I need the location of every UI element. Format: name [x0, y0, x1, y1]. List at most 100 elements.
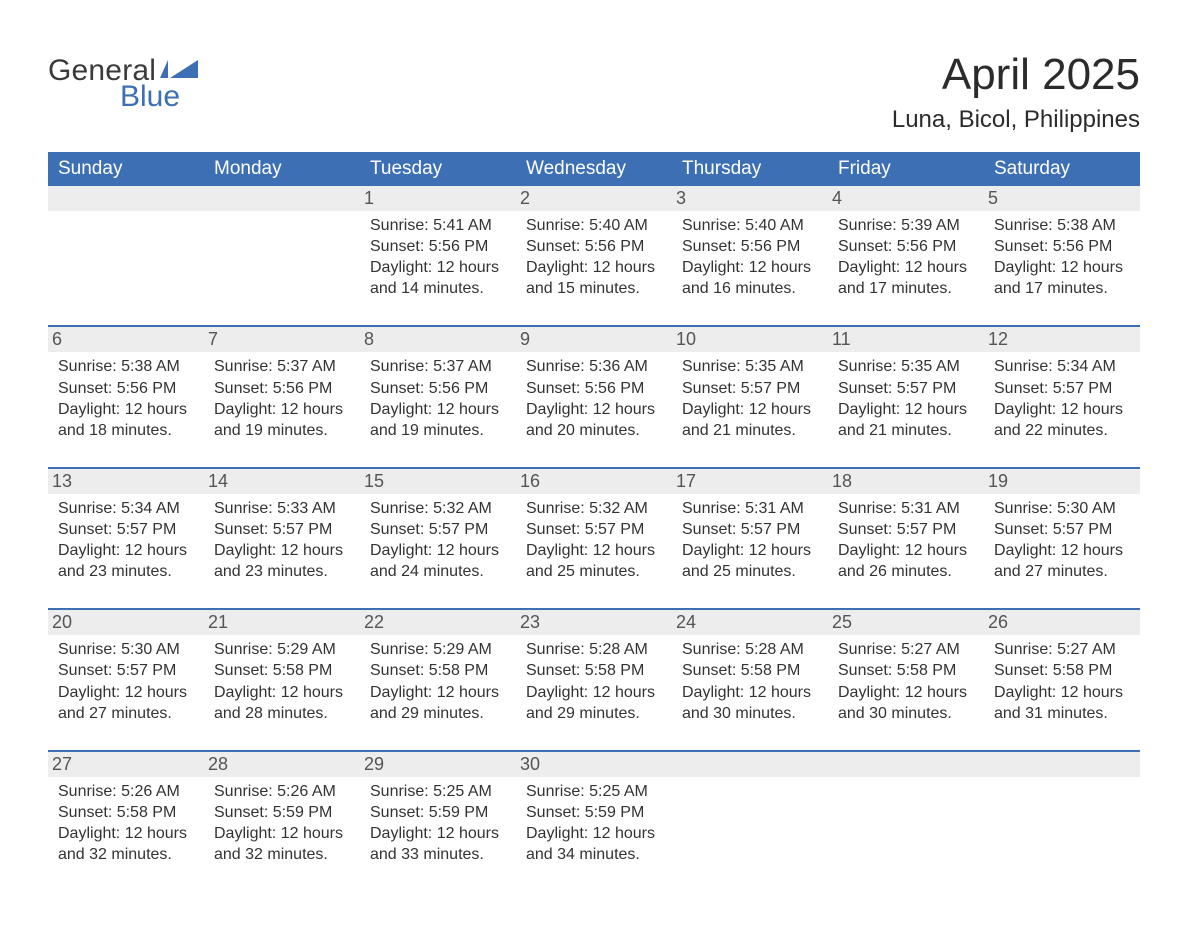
day-sunset: Sunset: 5:57 PM: [370, 519, 506, 540]
day-daylight2: and 18 minutes.: [58, 420, 194, 441]
calendar-cell: [672, 751, 828, 891]
calendar-cell: 27Sunrise: 5:26 AMSunset: 5:58 PMDayligh…: [48, 751, 204, 891]
day-sunrise: Sunrise: 5:34 AM: [994, 356, 1130, 377]
day-details: Sunrise: 5:27 AMSunset: 5:58 PMDaylight:…: [838, 639, 974, 723]
calendar-cell: [48, 186, 204, 326]
calendar-cell: 23 Sunrise: 5:28 AMSunset: 5:58 PMDayligh…: [516, 609, 672, 750]
day-daylight2: and 26 minutes.: [838, 561, 974, 582]
day-daylight2: and 32 minutes.: [214, 844, 350, 865]
calendar-cell: 20 Sunrise: 5:30 AMSunset: 5:57 PMDayligh…: [48, 609, 204, 750]
day-sunrise: Sunrise: 5:38 AM: [994, 215, 1130, 236]
day-number: 29: [360, 752, 516, 777]
calendar-cell: 24 Sunrise: 5:28 AMSunset: 5:58 PMDayligh…: [672, 609, 828, 750]
day-details: Sunrise: 5:28 AMSunset: 5:58 PMDaylight:…: [526, 639, 662, 723]
day-sunset: Sunset: 5:57 PM: [838, 519, 974, 540]
day-daylight2: and 30 minutes.: [838, 703, 974, 724]
calendar-cell: 12Sunrise: 5:34 AMSunset: 5:57 PMDayligh…: [984, 326, 1140, 467]
day-daylight1: Daylight: 12 hours: [526, 682, 662, 703]
day-details: Sunrise: 5:33 AMSunset: 5:57 PMDaylight:…: [214, 498, 350, 582]
calendar-week: 20 Sunrise: 5:30 AMSunset: 5:57 PMDayligh…: [48, 609, 1140, 750]
day-daylight1: Daylight: 12 hours: [370, 257, 506, 278]
calendar-cell: 16Sunrise: 5:32 AMSunset: 5:57 PMDayligh…: [516, 468, 672, 609]
calendar-table: Sunday Monday Tuesday Wednesday Thursday…: [48, 152, 1140, 891]
day-sunset: Sunset: 5:57 PM: [682, 519, 818, 540]
day-sunrise: Sunrise: 5:29 AM: [214, 639, 350, 660]
day-daylight1: Daylight: 12 hours: [682, 682, 818, 703]
day-details: Sunrise: 5:32 AMSunset: 5:57 PMDaylight:…: [370, 498, 506, 582]
day-number: 6: [48, 327, 204, 352]
day-sunrise: Sunrise: 5:27 AM: [838, 639, 974, 660]
day-number: 20: [48, 610, 204, 635]
day-daylight1: Daylight: 12 hours: [370, 682, 506, 703]
day-number: [984, 752, 1140, 777]
day-details: Sunrise: 5:25 AMSunset: 5:59 PMDaylight:…: [526, 781, 662, 865]
calendar-cell: 19Sunrise: 5:30 AMSunset: 5:57 PMDayligh…: [984, 468, 1140, 609]
day-sunset: Sunset: 5:57 PM: [994, 519, 1130, 540]
day-sunrise: Sunrise: 5:35 AM: [682, 356, 818, 377]
dow-saturday: Saturday: [984, 152, 1140, 186]
day-daylight1: Daylight: 12 hours: [526, 399, 662, 420]
day-sunset: Sunset: 5:56 PM: [370, 236, 506, 257]
day-sunset: Sunset: 5:57 PM: [838, 378, 974, 399]
day-sunrise: Sunrise: 5:25 AM: [526, 781, 662, 802]
calendar-week: 27Sunrise: 5:26 AMSunset: 5:58 PMDayligh…: [48, 751, 1140, 891]
day-daylight2: and 29 minutes.: [370, 703, 506, 724]
calendar-cell: 8Sunrise: 5:37 AMSunset: 5:56 PMDaylight…: [360, 326, 516, 467]
day-sunrise: Sunrise: 5:25 AM: [370, 781, 506, 802]
calendar-cell: 18Sunrise: 5:31 AMSunset: 5:57 PMDayligh…: [828, 468, 984, 609]
day-number: 28: [204, 752, 360, 777]
day-daylight2: and 21 minutes.: [682, 420, 818, 441]
day-number: 22: [360, 610, 516, 635]
day-number: 25: [828, 610, 984, 635]
day-sunrise: Sunrise: 5:36 AM: [526, 356, 662, 377]
day-number: 24: [672, 610, 828, 635]
day-daylight2: and 24 minutes.: [370, 561, 506, 582]
day-details: Sunrise: 5:30 AMSunset: 5:57 PMDaylight:…: [58, 639, 194, 723]
day-details: Sunrise: 5:38 AMSunset: 5:56 PMDaylight:…: [994, 215, 1130, 299]
day-details: Sunrise: 5:40 AMSunset: 5:56 PMDaylight:…: [526, 215, 662, 299]
day-daylight1: Daylight: 12 hours: [994, 540, 1130, 561]
day-daylight1: Daylight: 12 hours: [994, 682, 1130, 703]
day-daylight1: Daylight: 12 hours: [994, 257, 1130, 278]
day-daylight1: Daylight: 12 hours: [58, 823, 194, 844]
day-sunrise: Sunrise: 5:41 AM: [370, 215, 506, 236]
day-number: 23: [516, 610, 672, 635]
day-sunrise: Sunrise: 5:31 AM: [838, 498, 974, 519]
day-details: Sunrise: 5:26 AMSunset: 5:59 PMDaylight:…: [214, 781, 350, 865]
calendar-cell: [828, 751, 984, 891]
day-sunset: Sunset: 5:57 PM: [994, 378, 1130, 399]
day-number: 15: [360, 469, 516, 494]
day-details: Sunrise: 5:29 AMSunset: 5:58 PMDaylight:…: [370, 639, 506, 723]
day-sunset: Sunset: 5:58 PM: [214, 660, 350, 681]
day-number: 21: [204, 610, 360, 635]
day-details: Sunrise: 5:34 AMSunset: 5:57 PMDaylight:…: [58, 498, 194, 582]
day-daylight1: Daylight: 12 hours: [526, 257, 662, 278]
day-number: 1: [360, 186, 516, 211]
day-details: Sunrise: 5:38 AMSunset: 5:56 PMDaylight:…: [58, 356, 194, 440]
calendar-cell: 15 Sunrise: 5:32 AMSunset: 5:57 PMDayligh…: [360, 468, 516, 609]
day-daylight2: and 17 minutes.: [994, 278, 1130, 299]
day-daylight2: and 22 minutes.: [994, 420, 1130, 441]
day-sunset: Sunset: 5:56 PM: [58, 378, 194, 399]
day-sunrise: Sunrise: 5:39 AM: [838, 215, 974, 236]
day-number: [672, 752, 828, 777]
day-details: Sunrise: 5:28 AMSunset: 5:58 PMDaylight:…: [682, 639, 818, 723]
dow-wednesday: Wednesday: [516, 152, 672, 186]
day-daylight2: and 30 minutes.: [682, 703, 818, 724]
day-sunset: Sunset: 5:58 PM: [994, 660, 1130, 681]
calendar-cell: 17Sunrise: 5:31 AMSunset: 5:57 PMDayligh…: [672, 468, 828, 609]
day-details: Sunrise: 5:34 AMSunset: 5:57 PMDaylight:…: [994, 356, 1130, 440]
day-number: [48, 186, 204, 211]
day-daylight2: and 25 minutes.: [526, 561, 662, 582]
day-details: Sunrise: 5:41 AMSunset: 5:56 PMDaylight:…: [370, 215, 506, 299]
day-number: [828, 752, 984, 777]
dow-monday: Monday: [204, 152, 360, 186]
day-daylight2: and 32 minutes.: [58, 844, 194, 865]
day-number: 16: [516, 469, 672, 494]
day-sunset: Sunset: 5:56 PM: [214, 378, 350, 399]
day-details: Sunrise: 5:27 AMSunset: 5:58 PMDaylight:…: [994, 639, 1130, 723]
day-daylight1: Daylight: 12 hours: [682, 540, 818, 561]
day-number: 9: [516, 327, 672, 352]
day-daylight1: Daylight: 12 hours: [682, 399, 818, 420]
day-number: 8: [360, 327, 516, 352]
